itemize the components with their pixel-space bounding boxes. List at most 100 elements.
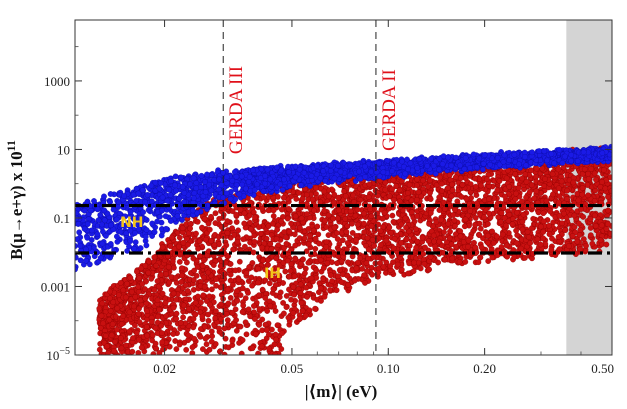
data-point: [305, 241, 312, 248]
data-point: [242, 243, 248, 250]
data-point: [148, 275, 155, 282]
data-point: [144, 332, 150, 339]
data-point: [353, 265, 360, 272]
data-point: [183, 236, 190, 242]
data-point: [316, 240, 322, 247]
data-point: [96, 305, 103, 312]
data-point: [381, 209, 388, 216]
data-point: [323, 243, 330, 250]
data-point: [299, 195, 306, 202]
data-point: [579, 185, 586, 191]
data-point: [365, 194, 372, 200]
data-point: [341, 188, 347, 195]
data-point: [197, 333, 204, 340]
data-point: [170, 331, 177, 337]
data-point: [512, 196, 519, 202]
data-point: [382, 186, 389, 193]
data-point: [109, 321, 116, 327]
data-point: [513, 190, 519, 197]
data-point: [524, 228, 531, 235]
data-point: [347, 208, 354, 215]
data-point: [120, 287, 127, 294]
data-point: [436, 194, 443, 201]
data-point: [543, 197, 550, 204]
data-point: [163, 313, 170, 319]
data-point: [603, 226, 610, 232]
data-point: [199, 263, 206, 269]
data-point: [513, 209, 520, 216]
data-point: [146, 258, 152, 265]
data-point: [531, 195, 538, 202]
data-point: [320, 276, 327, 282]
data-point: [414, 176, 421, 183]
data-point: [279, 206, 285, 213]
data-point: [201, 283, 208, 290]
data-point: [446, 235, 453, 242]
data-point: [405, 190, 411, 196]
data-point: [297, 290, 304, 297]
data-point: [329, 278, 335, 284]
data-point: [519, 175, 526, 182]
data-point: [476, 220, 483, 227]
data-point: [585, 170, 591, 177]
data-point: [267, 302, 274, 309]
data-point: [448, 193, 455, 200]
data-point: [256, 292, 262, 299]
data-point: [318, 298, 324, 304]
data-point: [512, 171, 519, 177]
data-point: [187, 225, 193, 232]
data-point: [373, 198, 380, 205]
data-point: [136, 305, 142, 312]
data-point: [547, 208, 554, 215]
data-point: [413, 197, 420, 203]
data-point: [312, 305, 318, 312]
data-point: [506, 183, 513, 190]
data-point: [99, 300, 106, 307]
data-point: [550, 191, 556, 198]
data-point: [513, 240, 520, 246]
data-point: [195, 245, 201, 252]
data-point: [327, 287, 333, 293]
data-point: [386, 224, 393, 231]
data-point: [131, 303, 137, 310]
data-point: [151, 254, 158, 261]
data-point: [556, 199, 562, 206]
data-point: [129, 288, 135, 295]
data-point: [216, 325, 222, 332]
data-point: [598, 222, 605, 229]
data-point: [445, 220, 452, 227]
data-point: [427, 177, 433, 184]
data-point: [203, 236, 209, 243]
data-point: [549, 171, 556, 177]
data-point: [206, 301, 213, 308]
data-point: [465, 243, 471, 250]
data-point: [472, 244, 479, 251]
data-point: [342, 193, 349, 199]
data-point: [587, 232, 594, 239]
data-point: [383, 237, 390, 244]
data-point: [511, 253, 518, 260]
data-point: [522, 255, 528, 261]
data-point: [459, 182, 466, 188]
data-point: [390, 218, 397, 225]
data-point: [425, 183, 431, 190]
data-point: [298, 215, 305, 222]
data-point: [176, 259, 183, 265]
data-point: [240, 302, 247, 309]
data-point: [111, 348, 117, 354]
data-point: [200, 292, 207, 299]
data-point: [427, 196, 434, 202]
data-point: [334, 230, 340, 236]
data-point: [415, 189, 422, 196]
data-point: [591, 170, 598, 177]
data-point: [213, 276, 220, 283]
data-point: [574, 238, 581, 245]
data-point: [302, 312, 309, 319]
data-point: [312, 235, 319, 242]
data-point: [153, 262, 159, 269]
data-point: [474, 200, 480, 207]
data-point: [597, 237, 604, 244]
data-point: [171, 264, 177, 271]
data-point: [167, 324, 174, 331]
data-point: [427, 189, 433, 196]
